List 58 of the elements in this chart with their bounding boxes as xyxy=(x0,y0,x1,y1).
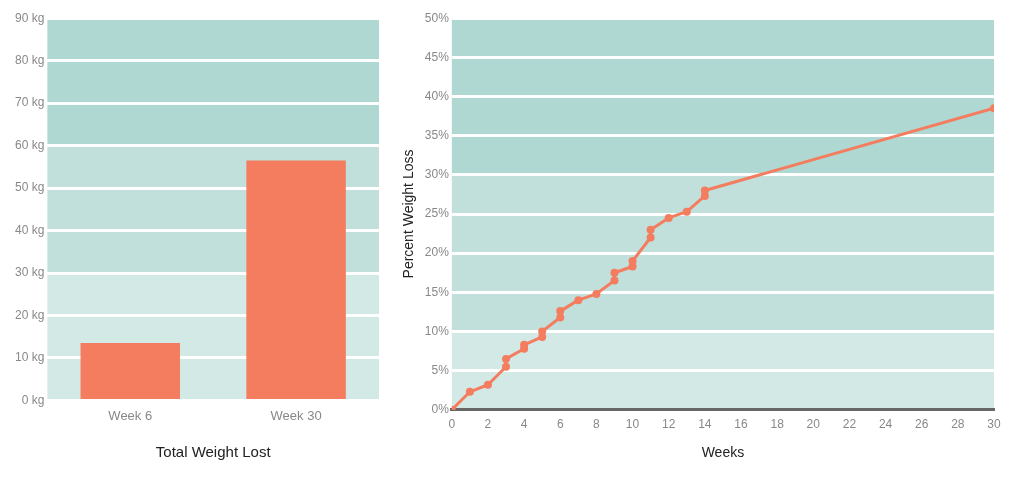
x-tick-label: 30 xyxy=(987,417,1001,432)
y-tick-label: 20% xyxy=(424,245,450,260)
y-tick-label: 70 kg xyxy=(15,95,45,110)
x-tick-label: 12 xyxy=(662,417,676,432)
y-tick-label: 45% xyxy=(424,49,450,64)
point xyxy=(700,186,709,195)
x-tick-label: 6 xyxy=(556,417,564,432)
x-tick-label: 26 xyxy=(915,417,929,432)
y-tick-label: 5% xyxy=(431,362,450,377)
x-tick-label: 20 xyxy=(806,417,821,432)
y-tick-label: 40 kg xyxy=(15,222,45,237)
point xyxy=(646,225,655,234)
x-tick-label: Week 6 xyxy=(108,407,153,423)
y-tick-label: 30% xyxy=(424,167,450,182)
point xyxy=(574,296,583,305)
point xyxy=(646,233,655,242)
x-tick-label: 18 xyxy=(770,417,785,432)
point xyxy=(664,213,673,222)
y-tick-label: 30 kg xyxy=(15,265,45,280)
x-axis-title: Total Weight Lost xyxy=(155,443,272,461)
x-tick-label: 4 xyxy=(520,417,528,432)
y-axis-title: Percent Weight Loss xyxy=(400,149,417,279)
y-tick-label: 10% xyxy=(424,323,450,338)
y-tick-label: 20 kg xyxy=(15,307,45,322)
x-tick-label: 2 xyxy=(484,417,492,432)
y-tick-label: 35% xyxy=(424,127,450,142)
y-tick-label: 50% xyxy=(424,10,450,25)
y-tick-label: 60 kg xyxy=(15,137,45,152)
y-tick-label: 0% xyxy=(431,402,450,417)
y-tick-label: 0 kg xyxy=(21,392,45,407)
point xyxy=(592,289,601,298)
x-tick-label: 22 xyxy=(842,417,857,432)
y-tick-label: 40% xyxy=(424,88,450,103)
x-tick-label: 28 xyxy=(951,417,965,432)
point xyxy=(682,207,691,216)
point xyxy=(502,354,511,363)
point xyxy=(538,327,547,336)
point xyxy=(502,362,511,371)
x-tick-label: 8 xyxy=(593,417,601,432)
y-tick-label: 90 kg xyxy=(15,10,45,25)
point xyxy=(628,256,637,265)
y-tick-label: 15% xyxy=(424,284,450,299)
x-tick-label: 10 xyxy=(625,417,640,432)
x-tick-label: 16 xyxy=(734,417,748,432)
point xyxy=(610,268,619,277)
y-tick-label: 25% xyxy=(424,206,450,221)
x-axis-title: Weeks xyxy=(701,444,745,461)
point xyxy=(610,276,619,285)
point xyxy=(556,307,565,316)
point xyxy=(483,380,492,389)
x-tick-label: Week 30 xyxy=(270,407,322,423)
y-tick-label: 50 kg xyxy=(15,180,45,195)
x-tick-label: 0 xyxy=(448,417,456,432)
y-tick-label: 10 kg xyxy=(15,350,45,365)
point xyxy=(465,387,474,396)
x-tick-label: 24 xyxy=(878,417,893,432)
x-tick-label: 14 xyxy=(698,417,712,432)
y-tick-label: 80 kg xyxy=(15,52,45,67)
